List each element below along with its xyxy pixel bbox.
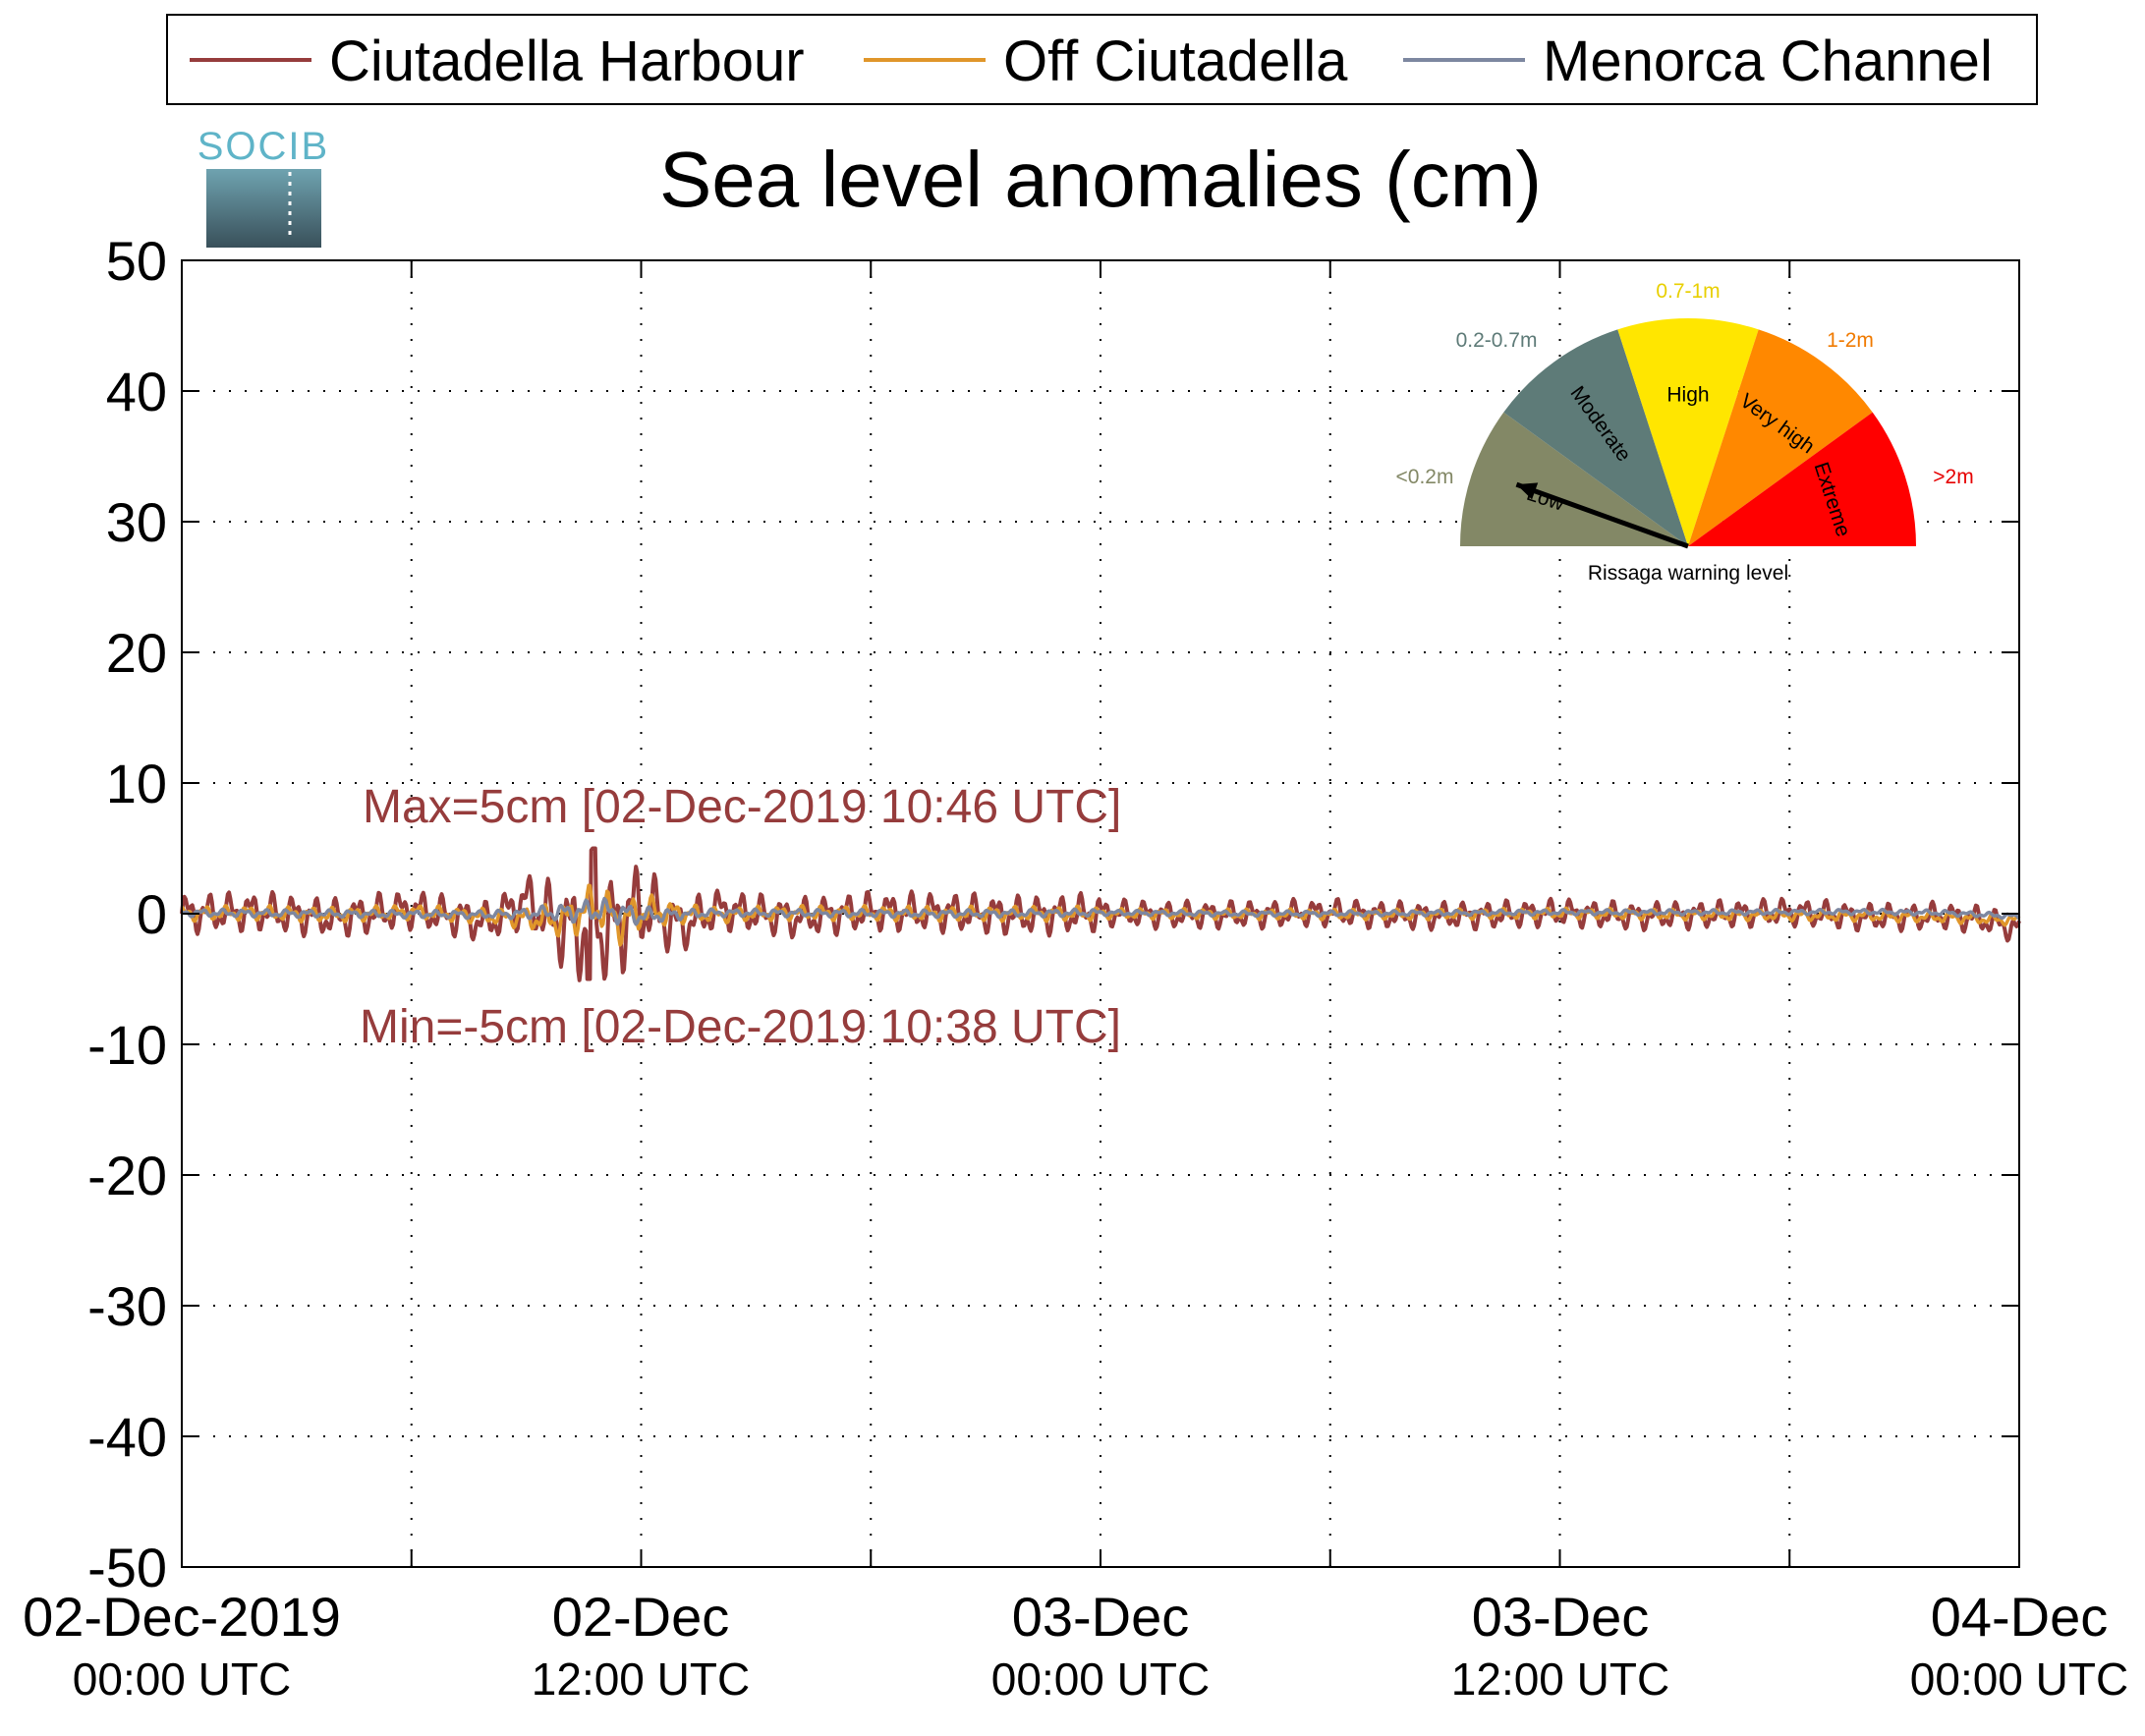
gauge-sector-high [1617,318,1759,546]
ticks [181,259,2020,1568]
gauge-range-label-moderate: 0.2-0.7m [1456,329,1538,352]
legend-label-off-ciutadella: Off Ciutadella [1003,29,1348,93]
y-tick-label: -30 [87,1275,167,1337]
gauge-sector-extreme [1688,412,1916,546]
socib-logo: SOCIB [198,125,329,248]
x-tick-label-time: 00:00 UTC [991,1653,1210,1705]
y-tick-label: 40 [106,361,167,422]
y-tick-label: 20 [106,622,167,684]
y-tick-label: 0 [137,883,167,945]
gauge-range-label-low: <0.2m [1396,466,1454,488]
x-tick-label-time: 00:00 UTC [1910,1653,2128,1705]
y-tick-label: -10 [87,1014,167,1076]
socib-logo-text: SOCIB [198,125,329,168]
x-tick-label-date: 03-Dec [1012,1586,1190,1648]
y-tick-label: 30 [106,491,167,553]
gauge-sector-moderate [1503,329,1688,546]
legend-box [166,14,2038,105]
y-tick-label: 50 [106,230,167,292]
max-annotation: Max=5cm [02-Dec-2019 10:46 UTC] [363,781,1121,833]
min-annotation: Min=-5cm [02-Dec-2019 10:38 UTC] [360,1001,1121,1053]
x-tick-label-time: 12:00 UTC [532,1653,750,1705]
y-tick-label: -40 [87,1406,167,1468]
x-tick-label-date: 02-Dec [552,1586,730,1648]
gauge-sector-label-high: High [1666,383,1709,406]
x-tick-label-time: 12:00 UTC [1451,1653,1669,1705]
gauge-needle [1515,481,1689,549]
y-tick-label: -50 [87,1537,167,1598]
gauge-sector-very-high [1688,329,1873,546]
gauge-range-label-extreme: >2m [1933,466,1973,488]
gauge-needle-head [1516,482,1539,500]
x-tick-label-date: 02-Dec-2019 [23,1586,341,1648]
series-group [180,846,2021,982]
gauge-sector-low [1460,412,1688,546]
socib-logo-block [206,169,321,248]
series-line-menorca-channel [181,896,2021,926]
gauge-title: Rissaga warning level [1588,562,1788,585]
y-tick-labels: 50 40 30 20 10 0 -10 -20 -30 -40 -50 [87,230,167,1598]
x-tick-label-date: 04-Dec [1931,1586,2109,1648]
chart-title: Sea level anomalies (cm) [659,136,1542,223]
y-tick-label: -20 [87,1145,167,1206]
legend-label-menorca-channel: Menorca Channel [1543,29,1993,93]
legend-label-ciutadella-harbour: Ciutadella Harbour [329,29,805,93]
x-tick-label-time: 00:00 UTC [73,1653,291,1705]
legend: Ciutadella Harbour Off Ciutadella Menorc… [166,14,2038,105]
y-tick-label: 10 [106,753,167,814]
gauge-range-label-high: 0.7-1m [1656,280,1720,303]
x-tick-label-date: 03-Dec [1472,1586,1650,1648]
gauge-range-label-very-high: 1-2m [1827,329,1874,352]
